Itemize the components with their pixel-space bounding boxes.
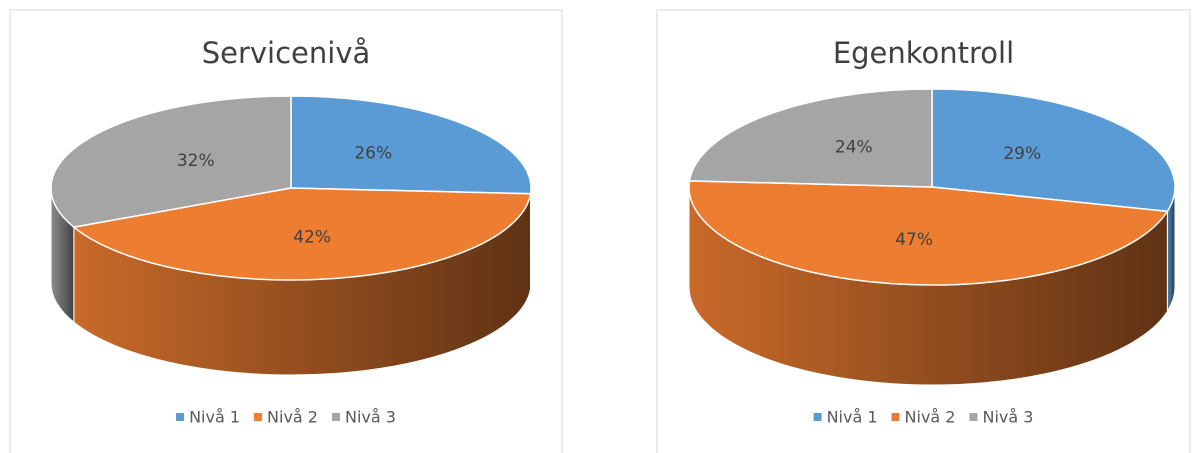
legend-swatch	[331, 413, 340, 421]
data-label: 42%	[293, 228, 331, 248]
legend-label: Nivå 2	[905, 408, 956, 427]
data-label: 47%	[895, 230, 933, 250]
legend: Nivå 1 Nivå 2 Nivå 3	[176, 408, 396, 427]
data-label: 32%	[177, 151, 215, 171]
legend: Nivå 1 Nivå 2 Nivå 3	[813, 408, 1033, 427]
pie-slice	[290, 95, 532, 195]
legend-swatch	[891, 413, 900, 421]
legend-swatch	[969, 413, 978, 421]
chart-title: Servicenivå	[202, 36, 371, 70]
data-label: 26%	[354, 143, 392, 163]
legend-swatch	[176, 413, 185, 421]
legend-label: Nivå 2	[267, 408, 318, 427]
legend-label: Nivå 3	[345, 408, 396, 427]
data-label: 29%	[1003, 144, 1041, 164]
legend-label: Nivå 1	[827, 408, 878, 427]
pie-slice	[688, 88, 933, 188]
legend-label: Nivå 3	[982, 408, 1033, 427]
pie-slice	[931, 88, 1176, 213]
pie-slice	[50, 95, 292, 228]
data-label: 24%	[835, 138, 873, 158]
pie-slice	[688, 180, 1169, 286]
legend-swatch	[254, 413, 263, 421]
chart-title: Egenkontroll	[833, 36, 1014, 70]
pie-slice	[72, 187, 532, 281]
legend-label: Nivå 1	[189, 408, 240, 427]
legend-swatch	[813, 413, 822, 421]
